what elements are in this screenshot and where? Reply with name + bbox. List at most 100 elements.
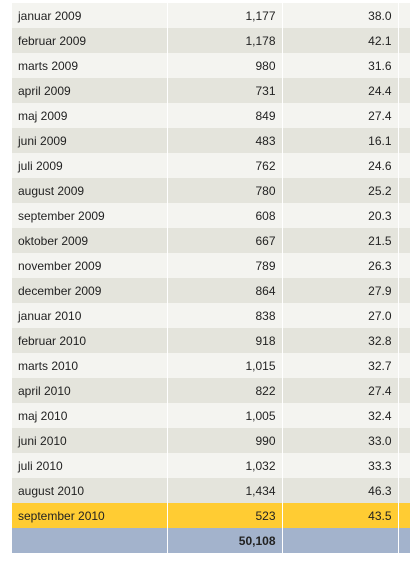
average-cell: 21.5: [282, 228, 399, 253]
edge-cell: [398, 28, 410, 53]
edge-cell: [398, 453, 410, 478]
edge-cell: [398, 503, 410, 528]
table-row: december 2009 864 27.9: [12, 278, 410, 303]
table-row: oktober 2009 667 21.5: [12, 228, 410, 253]
month-cell: marts 2009: [12, 53, 168, 78]
edge-cell: [398, 203, 410, 228]
edge-cell: [398, 103, 410, 128]
total-views-cell: 50,108: [167, 528, 283, 553]
views-cell: 1,434: [167, 478, 283, 503]
views-cell: 1,032: [167, 453, 283, 478]
edge-cell: [398, 3, 410, 28]
table-row: september 2009 608 20.3: [12, 203, 410, 228]
total-month-cell: [12, 528, 168, 553]
edge-cell: [398, 403, 410, 428]
month-cell: juni 2010: [12, 428, 168, 453]
table-row: maj 2009 849 27.4: [12, 103, 410, 128]
average-cell: 32.8: [282, 328, 399, 353]
average-cell: 43.5: [282, 503, 399, 528]
views-cell: 864: [167, 278, 283, 303]
table-row: april 2010 822 27.4: [12, 378, 410, 403]
month-cell: marts 2010: [12, 353, 168, 378]
edge-cell: [398, 178, 410, 203]
views-cell: 762: [167, 153, 283, 178]
average-cell: 32.7: [282, 353, 399, 378]
views-cell: 731: [167, 78, 283, 103]
edge-cell: [398, 428, 410, 453]
views-cell: 789: [167, 253, 283, 278]
table-row: august 2010 1,434 46.3: [12, 478, 410, 503]
month-cell: juli 2009: [12, 153, 168, 178]
table-row: juli 2010 1,032 33.3: [12, 453, 410, 478]
views-cell: 1,178: [167, 28, 283, 53]
table-row: januar 2009 1,177 38.0: [12, 3, 410, 28]
edge-cell: [398, 478, 410, 503]
month-cell: februar 2010: [12, 328, 168, 353]
views-cell: 849: [167, 103, 283, 128]
table-row: juli 2009 762 24.6: [12, 153, 410, 178]
table-row: august 2009 780 25.2: [12, 178, 410, 203]
average-cell: 38.0: [282, 3, 399, 28]
table-row: marts 2010 1,015 32.7: [12, 353, 410, 378]
month-cell: september 2010: [12, 503, 168, 528]
month-cell: september 2009: [12, 203, 168, 228]
average-cell: 33.0: [282, 428, 399, 453]
month-cell: april 2009: [12, 78, 168, 103]
total-edge-cell: [398, 528, 410, 553]
month-cell: februar 2009: [12, 28, 168, 53]
views-cell: 918: [167, 328, 283, 353]
edge-cell: [398, 253, 410, 278]
views-cell: 608: [167, 203, 283, 228]
table-row: juni 2009 483 16.1: [12, 128, 410, 153]
monthly-stats-table: januar 2009 1,177 38.0 februar 2009 1,178 42.…: [12, 3, 410, 553]
views-cell: 523: [167, 503, 283, 528]
views-cell: 980: [167, 53, 283, 78]
views-cell: 990: [167, 428, 283, 453]
edge-cell: [398, 53, 410, 78]
edge-cell: [398, 153, 410, 178]
month-cell: januar 2010: [12, 303, 168, 328]
average-cell: 33.3: [282, 453, 399, 478]
table-row: juni 2010 990 33.0: [12, 428, 410, 453]
edge-cell: [398, 78, 410, 103]
views-cell: 483: [167, 128, 283, 153]
average-cell: 27.9: [282, 278, 399, 303]
table-row-current: september 2010 523 43.5: [12, 503, 410, 528]
table-row: marts 2009 980 31.6: [12, 53, 410, 78]
views-cell: 1,005: [167, 403, 283, 428]
average-cell: 46.3: [282, 478, 399, 503]
edge-cell: [398, 378, 410, 403]
views-cell: 667: [167, 228, 283, 253]
average-cell: 27.4: [282, 378, 399, 403]
edge-cell: [398, 328, 410, 353]
total-row: 50,108: [12, 528, 410, 553]
month-cell: november 2009: [12, 253, 168, 278]
month-cell: januar 2009: [12, 3, 168, 28]
average-cell: 25.2: [282, 178, 399, 203]
views-cell: 822: [167, 378, 283, 403]
views-cell: 1,015: [167, 353, 283, 378]
average-cell: 20.3: [282, 203, 399, 228]
total-avg-cell: [282, 528, 399, 553]
table-row: april 2009 731 24.4: [12, 78, 410, 103]
average-cell: 16.1: [282, 128, 399, 153]
average-cell: 32.4: [282, 403, 399, 428]
month-cell: maj 2010: [12, 403, 168, 428]
average-cell: 27.4: [282, 103, 399, 128]
average-cell: 27.0: [282, 303, 399, 328]
month-cell: oktober 2009: [12, 228, 168, 253]
edge-cell: [398, 278, 410, 303]
monthly-stats-body: januar 2009 1,177 38.0 februar 2009 1,178 42.…: [12, 3, 410, 528]
month-cell: juni 2009: [12, 128, 168, 153]
average-cell: 24.6: [282, 153, 399, 178]
average-cell: 31.6: [282, 53, 399, 78]
table-row: februar 2009 1,178 42.1: [12, 28, 410, 53]
month-cell: juli 2010: [12, 453, 168, 478]
views-cell: 1,177: [167, 3, 283, 28]
edge-cell: [398, 128, 410, 153]
month-cell: april 2010: [12, 378, 168, 403]
month-cell: august 2009: [12, 178, 168, 203]
month-cell: december 2009: [12, 278, 168, 303]
views-cell: 780: [167, 178, 283, 203]
edge-cell: [398, 228, 410, 253]
